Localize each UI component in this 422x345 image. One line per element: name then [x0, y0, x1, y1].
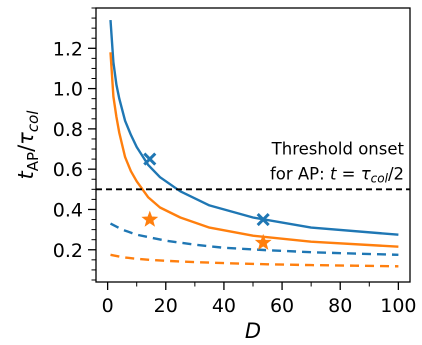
marker-layer [141, 152, 272, 250]
threshold-label-sub: col [371, 171, 389, 185]
y-axis-label: tAP/τcol [14, 110, 42, 180]
y-tick-label: 1.2 [53, 38, 83, 60]
x-axis-label: D [245, 319, 261, 343]
x-marker-2 [256, 212, 270, 227]
star-marker-4 [254, 233, 272, 250]
y-tick-label: 0.2 [53, 240, 83, 262]
y-tick-label: 0.8 [53, 119, 83, 141]
series-line-2 [109, 52, 399, 248]
y-tick-label: 0.4 [53, 199, 83, 221]
x-tick-label: 20 [154, 295, 178, 317]
x-tick-label: 40 [212, 295, 236, 317]
x-tick-label: 100 [380, 295, 416, 317]
x-tick-label: 60 [270, 295, 294, 317]
threshold-label-line-1: Threshold onset [271, 139, 405, 158]
threshold-label-suffix: /2 [388, 164, 404, 183]
threshold-label-prefix: for AP: [270, 164, 330, 183]
series-line-3 [109, 222, 399, 256]
x-tick-label: 80 [328, 295, 352, 317]
x-marker-1 [143, 152, 157, 166]
series-line-1 [109, 20, 399, 236]
star-marker-3 [141, 210, 159, 227]
threshold-label-line-2: for AP: t = τcol/2 [270, 164, 404, 185]
x-tick-label: 0 [102, 295, 114, 317]
series-line-4 [110, 253, 399, 268]
tick-layer: 0 20 40 60 80 100 0.2 0.4 0.6 0.8 1.0 1.2 [53, 7, 417, 317]
y-tick-label: 1.0 [53, 79, 83, 101]
y-tick-label: 0.6 [53, 159, 83, 181]
threshold-label-math: t = τ [330, 164, 371, 183]
series-layer [109, 20, 399, 268]
